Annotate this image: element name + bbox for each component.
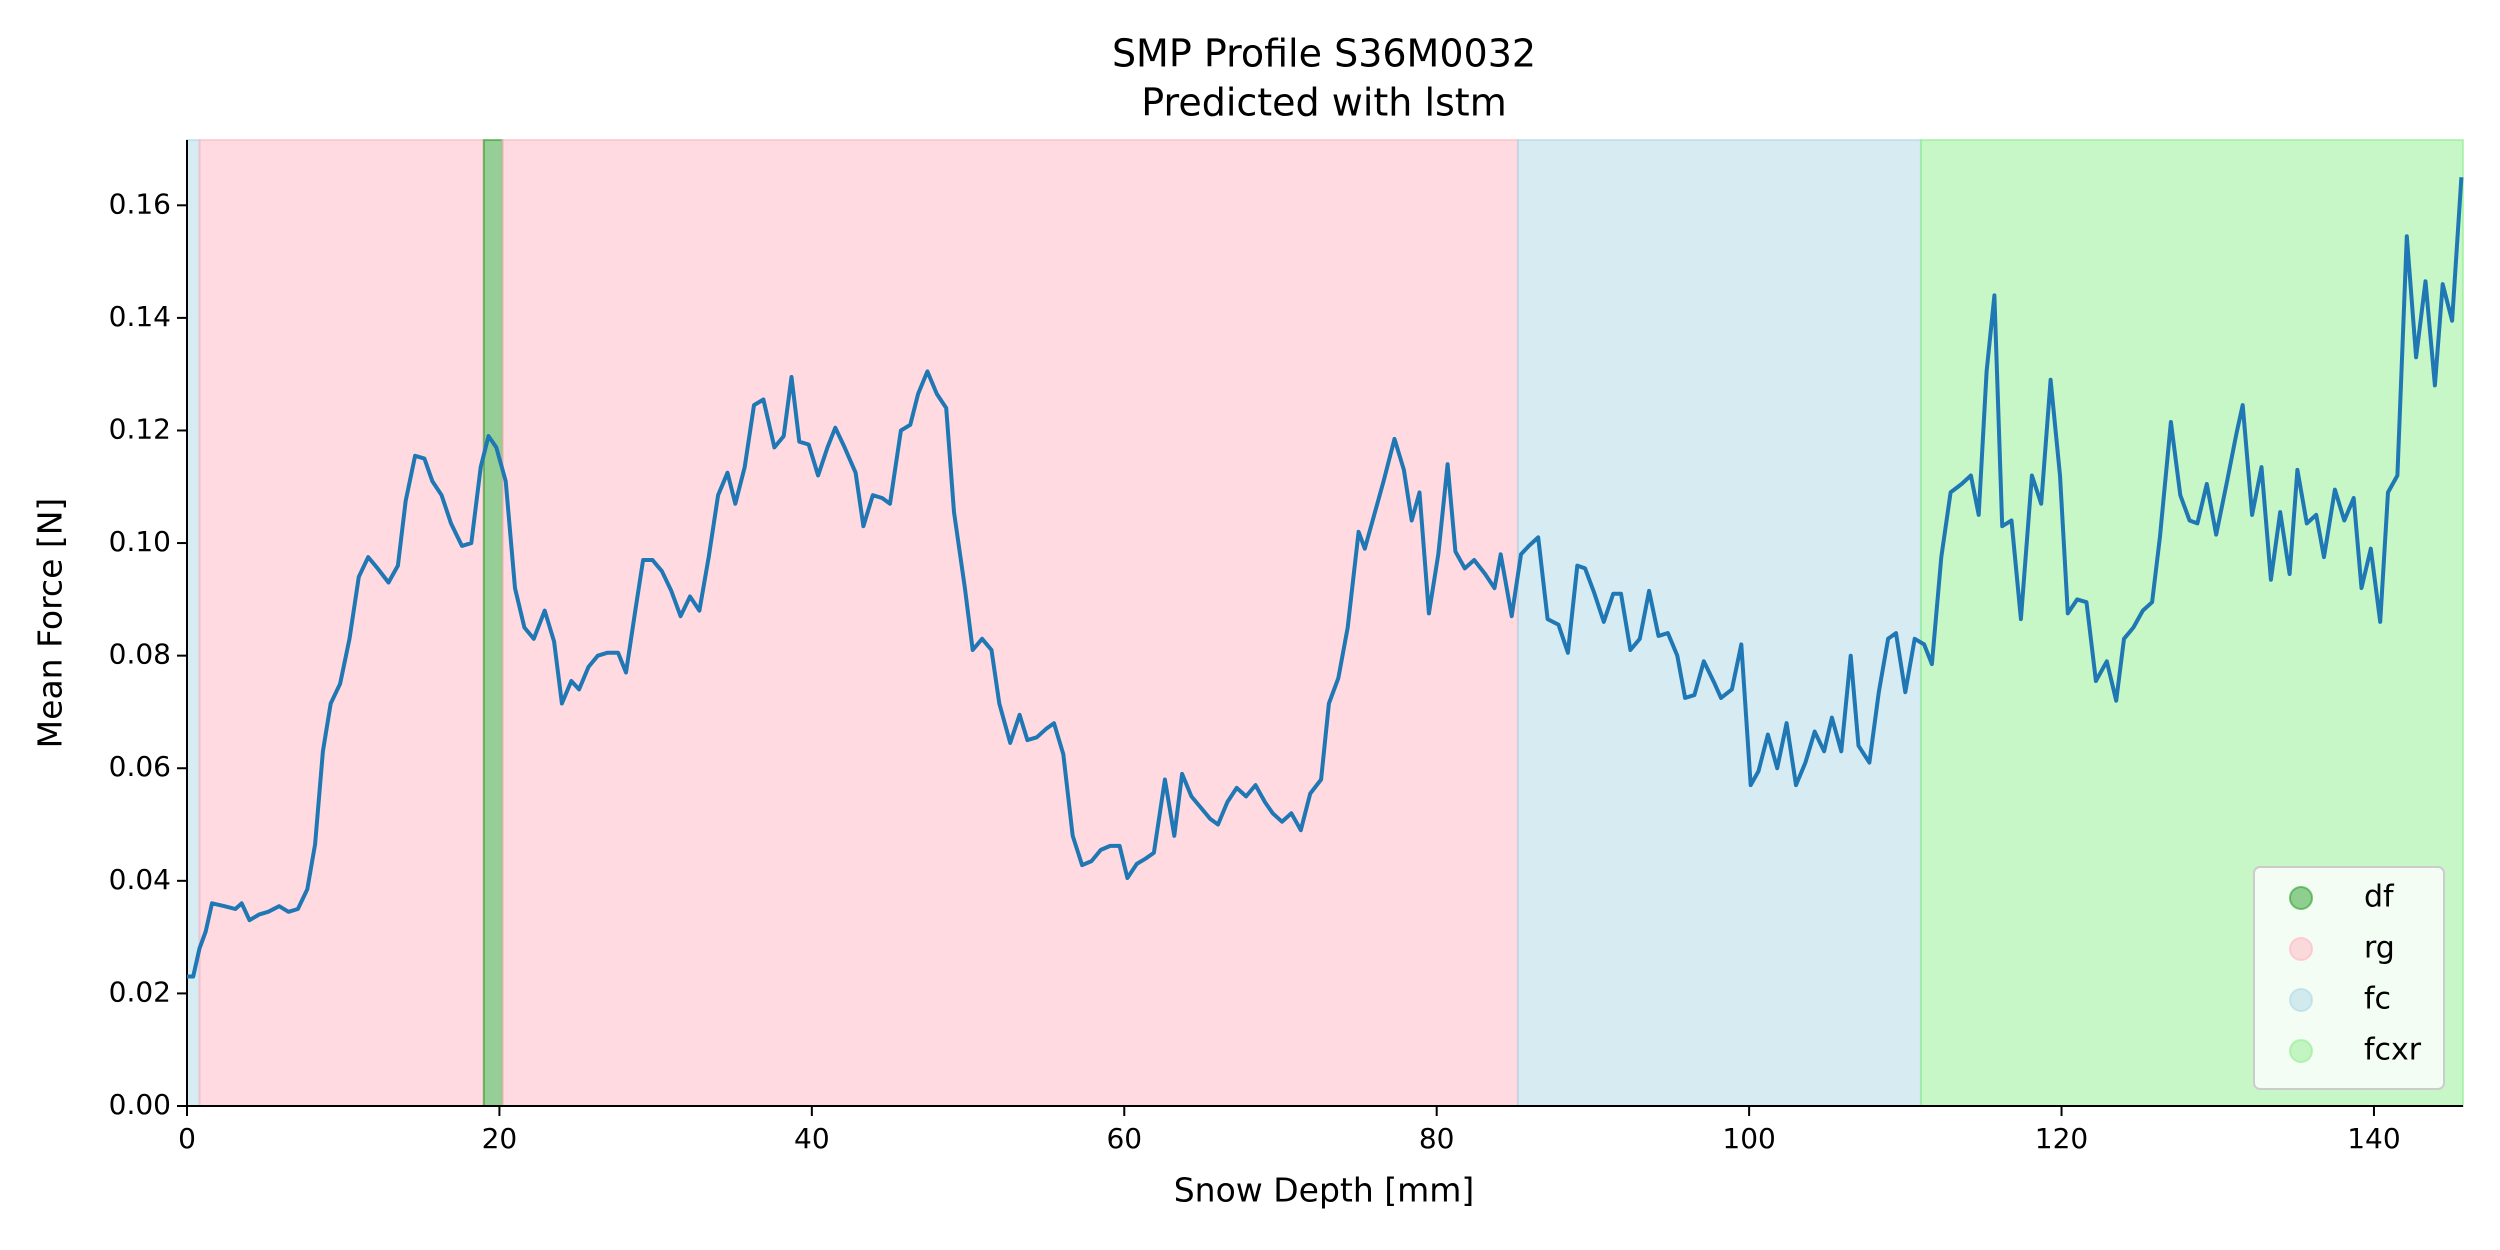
y-tick-label: 0.04 <box>109 863 171 896</box>
legend-marker <box>2289 886 2313 910</box>
legend-box <box>2253 866 2445 1090</box>
y-tick-label: 0.08 <box>109 638 171 671</box>
x-tick-label: 120 <box>2035 1122 2088 1155</box>
y-tick-label: 0.02 <box>109 975 171 1008</box>
legend-label: rg <box>2364 931 2395 966</box>
x-tick-label: 80 <box>1419 1122 1455 1155</box>
legend-label: fc <box>2364 982 2391 1017</box>
class-region <box>1516 139 1922 1107</box>
class-region <box>482 139 504 1107</box>
y-tick-label: 0.16 <box>109 187 171 220</box>
y-axis-label: Mean Force [N] <box>31 498 70 749</box>
y-tick-label: 0.00 <box>109 1088 171 1121</box>
x-axis-label: Snow Depth [mm] <box>1174 1171 1475 1210</box>
legend-marker <box>2289 988 2313 1012</box>
chart-title: SMP Profile S36M0032 <box>1112 32 1536 76</box>
y-tick-label: 0.12 <box>109 412 171 445</box>
x-tick-label: 140 <box>2347 1122 2400 1155</box>
class-region <box>198 139 485 1107</box>
legend-label: df <box>2364 880 2395 915</box>
legend-marker <box>2289 937 2313 961</box>
x-tick-label: 20 <box>482 1122 518 1155</box>
y-tick-label: 0.10 <box>109 525 171 558</box>
data-line <box>187 177 2464 979</box>
class-region <box>501 139 1519 1107</box>
x-tick-label: 0 <box>178 1122 196 1155</box>
legend-label: fcxr <box>2364 1033 2422 1068</box>
x-tick-label: 60 <box>1106 1122 1142 1155</box>
x-tick-label: 100 <box>1722 1122 1775 1155</box>
y-tick-label: 0.06 <box>109 750 171 783</box>
y-tick-label: 0.14 <box>109 300 171 333</box>
chart-subtitle: Predicted with lstm <box>1141 81 1506 125</box>
x-tick-label: 40 <box>794 1122 830 1155</box>
legend-marker <box>2289 1039 2313 1063</box>
